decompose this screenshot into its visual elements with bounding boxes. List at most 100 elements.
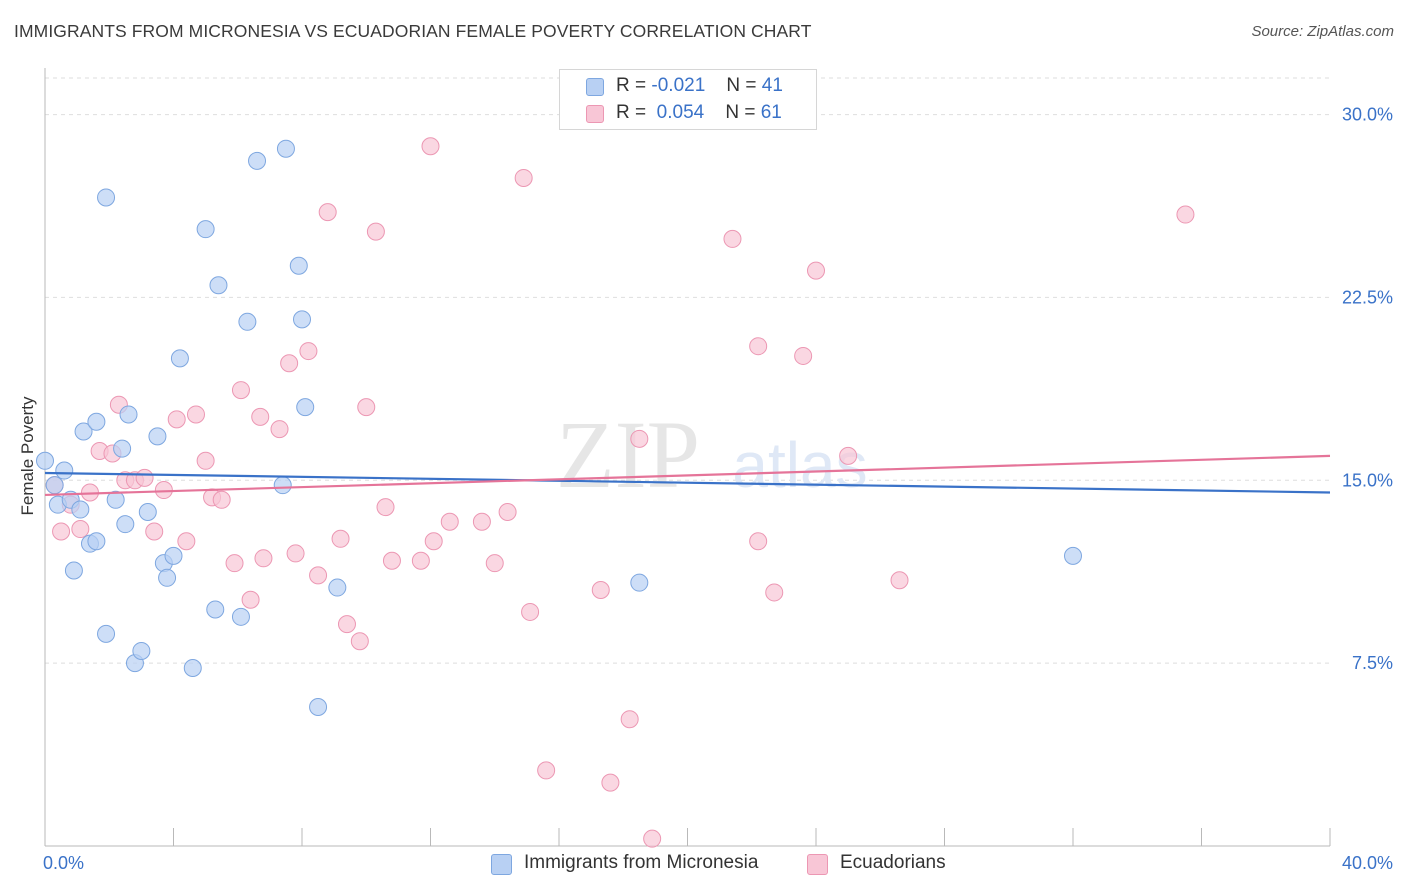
legend-n-value: 41 — [761, 75, 783, 96]
data-point-ecuadorians — [231, 381, 250, 400]
data-point-ecuadorians — [286, 544, 305, 563]
data-point-ecuadorians — [331, 529, 350, 548]
data-point-micronesia — [293, 310, 311, 329]
data-point-micronesia — [87, 412, 106, 431]
data-point-ecuadorians — [299, 342, 318, 361]
data-point-micronesia — [113, 439, 132, 458]
data-point-ecuadorians — [52, 522, 71, 541]
data-point-ecuadorians — [630, 429, 649, 448]
data-point-micronesia — [148, 427, 167, 446]
data-point-micronesia — [276, 139, 295, 158]
data-point-micronesia — [309, 698, 328, 717]
data-point-micronesia — [97, 624, 116, 643]
data-point-ecuadorians — [591, 581, 610, 599]
data-point-micronesia — [158, 568, 177, 587]
data-point-ecuadorians — [521, 602, 540, 621]
series-micronesia — [36, 139, 1082, 717]
data-point-ecuadorians — [514, 168, 533, 187]
data-point-ecuadorians — [807, 261, 825, 280]
data-point-ecuadorians — [357, 398, 376, 417]
data-point-ecuadorians — [366, 222, 385, 241]
data-point-ecuadorians — [749, 532, 768, 551]
data-point-ecuadorians — [749, 337, 768, 356]
data-point-ecuadorians — [839, 446, 858, 465]
data-point-ecuadorians — [472, 512, 491, 531]
data-point-micronesia — [231, 607, 250, 626]
data-point-ecuadorians — [280, 354, 299, 373]
data-point-ecuadorians — [765, 583, 784, 602]
data-point-ecuadorians — [723, 229, 742, 248]
data-point-ecuadorians — [145, 522, 164, 541]
data-point-micronesia — [97, 188, 116, 207]
watermark-zip: ZIP — [556, 401, 700, 508]
data-point-micronesia — [45, 476, 64, 495]
tick-labels: 7.5% 15.0% 22.5% 30.0% 0.0% 40.0% — [43, 105, 1393, 873]
data-point-micronesia — [132, 641, 151, 660]
data-point-ecuadorians — [498, 502, 517, 521]
data-point-micronesia — [164, 546, 183, 565]
data-point-micronesia — [106, 490, 125, 509]
watermark: ZIP atlas — [556, 401, 868, 508]
data-point-micronesia — [36, 451, 54, 470]
y-tick-label: 7.5% — [1352, 653, 1393, 673]
data-point-ecuadorians — [186, 405, 205, 424]
legend-stats-ecuadorians: R = 0.054 N = 61 — [616, 102, 782, 124]
data-point-ecuadorians — [212, 490, 231, 509]
series-legend: Immigrants from Micronesia Ecuadorians — [0, 852, 1406, 878]
data-point-micronesia — [328, 578, 347, 597]
series-ecuadorians — [45, 137, 1195, 848]
data-point-ecuadorians — [225, 554, 244, 573]
data-point-ecuadorians — [424, 532, 443, 551]
legend-swatch-blue — [586, 78, 604, 96]
legend-r-value: -0.021 — [651, 75, 706, 96]
data-point-ecuadorians — [485, 554, 504, 573]
legend-r-label: R = — [616, 75, 647, 96]
data-point-micronesia — [64, 561, 83, 580]
data-point-ecuadorians — [376, 498, 395, 517]
data-point-micronesia — [71, 500, 90, 519]
data-point-micronesia — [87, 532, 106, 551]
data-point-ecuadorians — [251, 407, 270, 426]
data-point-micronesia — [138, 502, 157, 521]
x-tick-label: 40.0% — [1342, 853, 1393, 873]
data-point-ecuadorians — [254, 549, 273, 568]
data-point-ecuadorians — [794, 346, 813, 365]
data-point-micronesia — [238, 312, 257, 331]
legend-r-label: R = — [616, 102, 647, 123]
data-point-ecuadorians — [537, 761, 556, 780]
data-point-micronesia — [119, 405, 138, 424]
data-point-ecuadorians — [241, 590, 260, 609]
data-point-micronesia — [55, 461, 74, 480]
data-point-ecuadorians — [309, 566, 328, 585]
data-point-ecuadorians — [421, 137, 440, 156]
data-point-ecuadorians — [890, 571, 909, 590]
data-point-micronesia — [209, 276, 228, 295]
y-tick-label: 15.0% — [1342, 470, 1393, 490]
data-point-ecuadorians — [196, 451, 215, 470]
data-point-ecuadorians — [620, 710, 639, 729]
legend-r-value: 0.054 — [656, 102, 705, 123]
data-point-ecuadorians — [643, 829, 662, 848]
trend-line-ecuadorians — [44, 454, 1331, 497]
data-point-micronesia — [116, 515, 135, 534]
y-tick-label: 30.0% — [1342, 105, 1393, 125]
y-tick-label: 22.5% — [1342, 287, 1393, 307]
trend-line-micronesia — [44, 471, 1331, 494]
trend-lines — [44, 454, 1331, 497]
data-point-ecuadorians — [440, 512, 459, 531]
data-point-ecuadorians — [318, 203, 337, 222]
data-point-micronesia — [206, 600, 225, 619]
data-point-micronesia — [273, 476, 292, 495]
data-point-ecuadorians — [601, 773, 620, 792]
data-point-micronesia — [630, 573, 649, 592]
data-point-micronesia — [248, 151, 267, 170]
data-point-ecuadorians — [350, 632, 369, 651]
legend-swatch-pink — [807, 854, 828, 875]
legend-label-micronesia: Immigrants from Micronesia — [524, 852, 759, 873]
watermark-atlas: atlas — [732, 429, 867, 501]
data-point-ecuadorians — [167, 410, 186, 429]
data-point-micronesia — [1064, 546, 1082, 565]
data-point-ecuadorians — [1176, 205, 1195, 224]
data-point-micronesia — [296, 398, 315, 417]
